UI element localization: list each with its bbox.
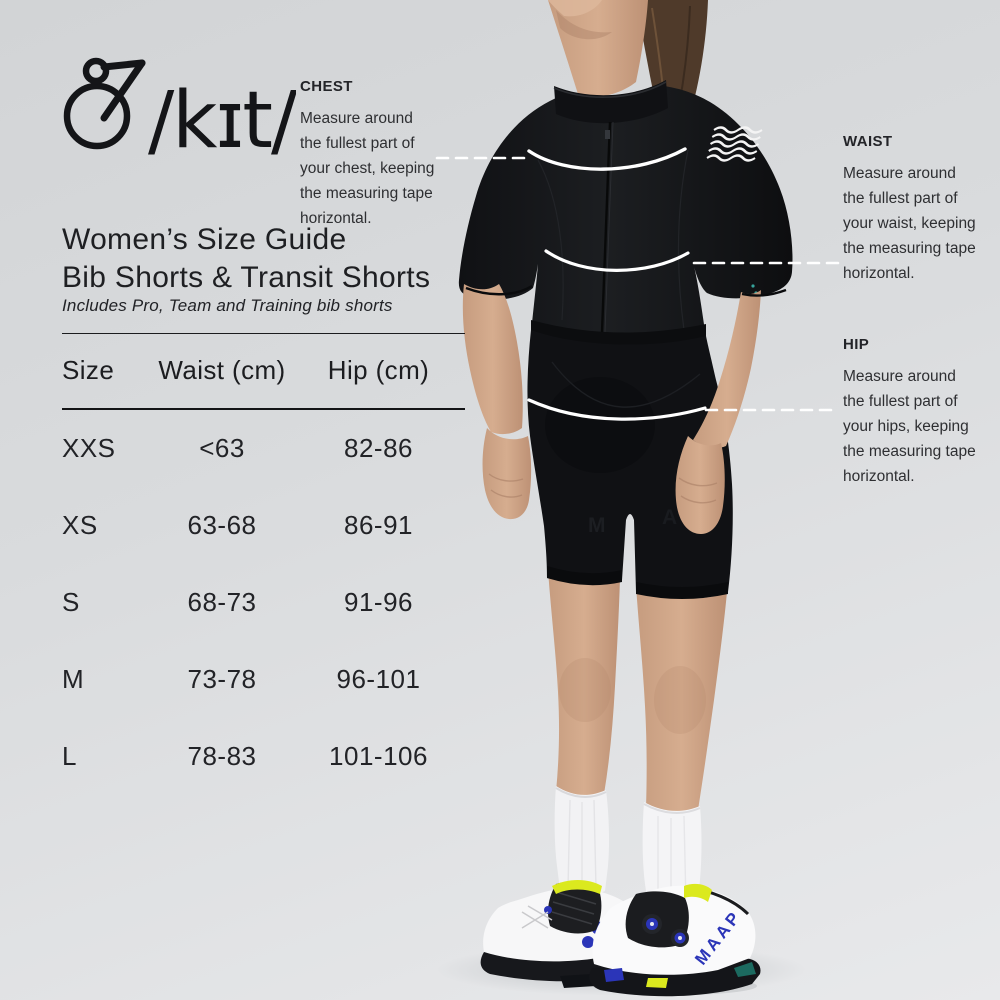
size-table-header: Size Waist (cm) Hip (cm) (62, 333, 465, 410)
legs (548, 570, 727, 815)
waist-cell: 68-73 (187, 587, 257, 617)
hip-description: Measure around the fullest part of your … (843, 364, 1000, 489)
shoe-neon-tongue (684, 883, 712, 902)
jersey-collar (554, 80, 668, 124)
hip-desc-line: Measure around (843, 368, 956, 385)
waist-description: Measure around the fullest part of your … (843, 161, 1000, 286)
hip-desc-line: the measuring tape (843, 443, 976, 460)
hip-measure-note: HIP Measure around the fullest part of y… (843, 336, 1000, 489)
size-cell: XXS (62, 433, 116, 463)
sleeve-flag-icon (706, 126, 763, 162)
size-cell: S (62, 587, 80, 617)
hip-desc-line: horizontal. (843, 468, 915, 485)
hip-line-arc (527, 398, 707, 421)
chest-desc-line: horizontal. (300, 210, 372, 227)
hip-desc-line: the fullest part of (843, 393, 958, 410)
waist-desc-line: the fullest part of (843, 190, 958, 207)
shorts-logo-text: A (662, 506, 677, 529)
shoe-neon-trim (552, 880, 602, 894)
socks (554, 786, 702, 912)
chest-measure-note: CHEST Measure around the fullest part of… (300, 78, 462, 231)
hip-cell: 96-101 (336, 664, 421, 694)
hip-cell: 86-91 (344, 510, 413, 540)
table-row: XXS <63 82-86 (62, 410, 465, 487)
chest-desc-line: the fullest part of (300, 135, 415, 152)
waist-desc-line: horizontal. (843, 265, 915, 282)
waist-label: WAIST (843, 133, 893, 150)
bib-shorts: M A (527, 284, 758, 599)
col-header-waist: Waist (cm) (158, 355, 286, 385)
waist-cell: 63-68 (187, 510, 257, 540)
chest-desc-line: the measuring tape (300, 185, 433, 202)
hip-cell: 91-96 (344, 587, 413, 617)
size-cell: L (62, 741, 77, 771)
brand-logo: /kɪt/ (63, 57, 296, 166)
waist-desc-line: Measure around (843, 165, 956, 182)
left-hand (482, 428, 532, 520)
col-header-hip: Hip (cm) (327, 355, 430, 385)
waist-cell: <63 (199, 433, 245, 463)
bicycle-icon (63, 57, 146, 150)
waist-cell: 73-78 (187, 664, 257, 694)
page-title: Women’s Size Guide Bib Shorts & Transit … (62, 221, 430, 297)
size-cell: M (62, 664, 85, 694)
hip-label: HIP (843, 336, 870, 353)
neck (548, 0, 648, 97)
chest-desc-line: Measure around (300, 110, 413, 127)
chest-label: CHEST (300, 78, 353, 95)
table-row: S 68-73 91-96 (62, 564, 465, 641)
boa-dial-icon (671, 929, 689, 947)
shoe-cleat (604, 968, 624, 982)
size-cell: XS (62, 510, 98, 540)
hip-cell: 101-106 (329, 741, 428, 771)
chest-desc-line: your chest, keeping (300, 160, 435, 177)
waist-line-arc (544, 249, 690, 272)
waist-measure-note: WAIST Measure around the fullest part of… (843, 133, 1000, 286)
chest-description: Measure around the fullest part of your … (300, 106, 462, 231)
shorts-logo-text: M (588, 514, 606, 537)
left-arm (462, 284, 533, 520)
right-shoe: MAAP (589, 883, 761, 997)
hip-cell: 82-86 (344, 433, 413, 463)
page-subtitle: Includes Pro, Team and Training bib shor… (62, 296, 393, 315)
logo-text: /kɪt/ (148, 76, 296, 166)
boa-dial-icon (642, 914, 662, 934)
page-title-line1: Women’s Size Guide (62, 223, 347, 256)
waist-desc-line: the measuring tape (843, 240, 976, 257)
table-row: M 73-78 96-101 (62, 641, 465, 718)
measurement-lines (435, 147, 840, 421)
table-row: L 78-83 101-106 (62, 718, 465, 795)
jersey-waistband (531, 320, 706, 347)
shoe-cleat (560, 974, 596, 988)
size-table: Size Waist (cm) Hip (cm) XXS <63 82-86 X… (62, 333, 465, 795)
waist-desc-line: your waist, keeping (843, 215, 976, 232)
right-arm (675, 288, 787, 534)
right-leg (636, 586, 727, 815)
waist-cell: 78-83 (187, 741, 257, 771)
jersey (458, 80, 793, 347)
col-header-size: Size (62, 355, 115, 385)
page-title-line2: Bib Shorts & Transit Shorts (62, 261, 431, 294)
chest-line-arc (527, 147, 687, 171)
zipper (600, 121, 614, 333)
hip-desc-line: your hips, keeping (843, 418, 969, 435)
left-leg (548, 570, 620, 799)
table-row: XS 63-68 86-91 (62, 487, 465, 564)
